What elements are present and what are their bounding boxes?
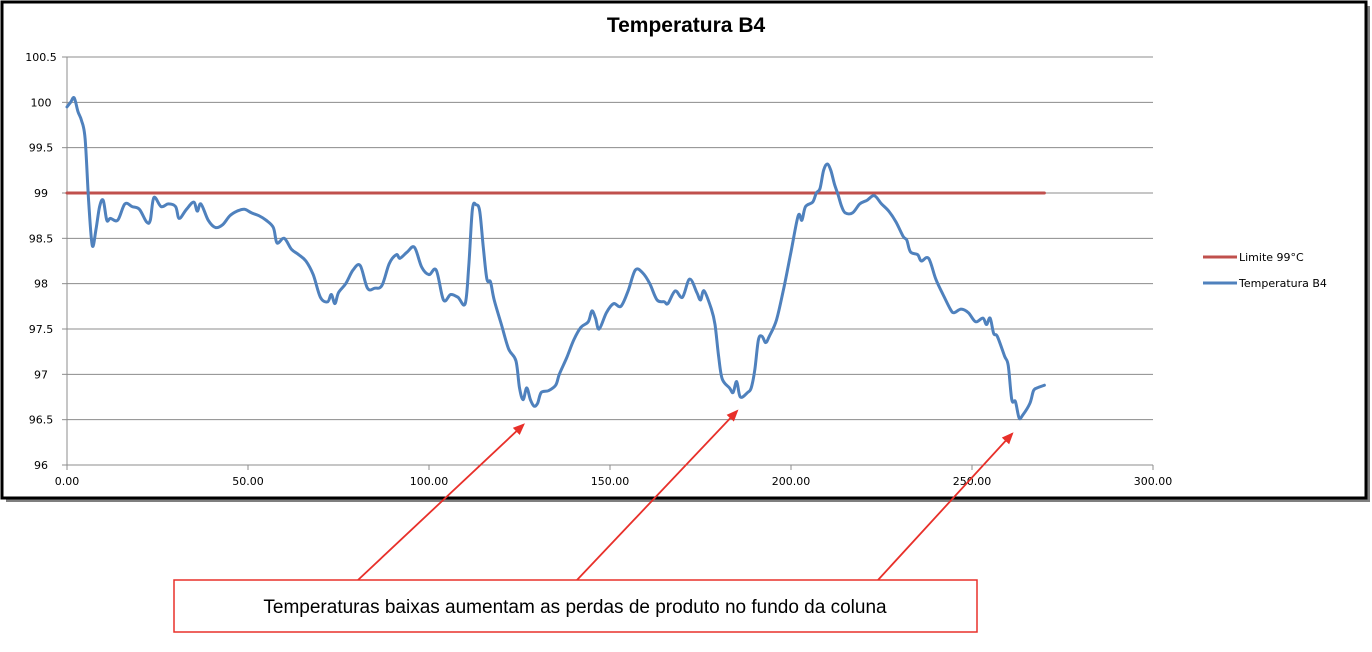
- y-tick-label: 97.5: [29, 323, 54, 336]
- y-tick-label: 97: [34, 368, 48, 381]
- annotation: Temperaturas baixas aumentam as perdas d…: [173, 409, 1014, 633]
- x-tick-label: 200.00: [772, 475, 811, 488]
- annotation-text: Temperaturas baixas aumentam as perdas d…: [263, 597, 887, 618]
- legend: Limite 99°C Temperatura B4: [1203, 251, 1327, 290]
- plot-area: [65, 96, 1046, 421]
- x-tick-label: 50.00: [232, 475, 264, 488]
- y-tick-label: 98: [34, 278, 48, 291]
- chart-frame: [0, 0, 1368, 500]
- y-axis-ticks: 96 96.5 97 97.5 98 98.5 99 99.5 100 100.5: [25, 51, 67, 472]
- x-tick-label: 0.00: [55, 475, 80, 488]
- annotation-box: [173, 579, 978, 633]
- y-tick-label: 99.5: [29, 142, 54, 155]
- legend-label-temperatura: Temperatura B4: [1238, 277, 1327, 290]
- legend-label-limite: Limite 99°C: [1239, 251, 1304, 264]
- series-line-temperatura: [65, 96, 1046, 421]
- annotation-arrow: [877, 432, 1014, 581]
- x-tick-label: 150.00: [591, 475, 630, 488]
- x-tick-label: 250.00: [953, 475, 992, 488]
- annotation-arrow: [576, 409, 739, 581]
- y-tick-label: 98.5: [29, 232, 54, 245]
- y-tick-label: 96.5: [29, 414, 54, 427]
- y-tick-label: 99: [34, 187, 48, 200]
- chart-title: Temperatura B4: [607, 14, 766, 37]
- x-axis-ticks: 0.00 50.00 100.00 150.00 200.00 250.00 300.00: [55, 465, 1173, 488]
- y-tick-label: 100.5: [25, 51, 57, 64]
- y-tick-label: 100: [31, 96, 52, 109]
- x-tick-label: 100.00: [410, 475, 449, 488]
- annotation-arrow: [357, 423, 525, 581]
- x-tick-label: 300.00: [1134, 475, 1173, 488]
- y-tick-label: 96: [34, 459, 48, 472]
- annotation-arrows: [357, 409, 1014, 581]
